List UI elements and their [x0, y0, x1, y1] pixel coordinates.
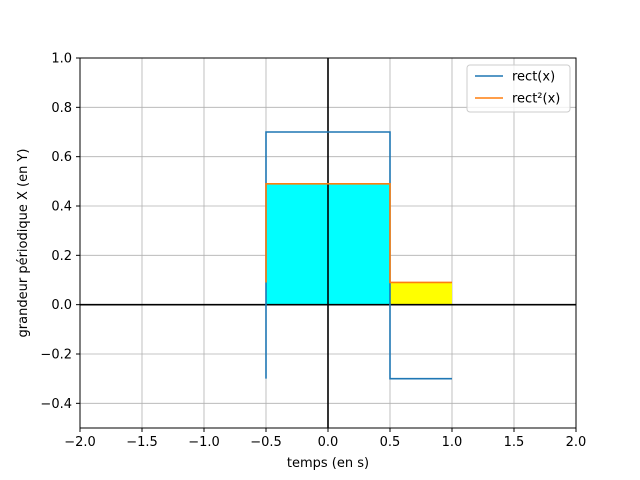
y-tick-label-4: 0.4 [51, 200, 72, 215]
y-tick-label-5: 0.6 [51, 150, 72, 165]
filled-regions [266, 183, 452, 305]
series-lines [265, 131, 452, 380]
legend-label-1: rect²(x) [512, 92, 560, 107]
legend-label-0: rect(x) [512, 70, 555, 85]
x-tick-label-5: 0.5 [380, 435, 401, 450]
y-tick-label-2: 0.0 [51, 298, 72, 313]
ticks: −2.0 −1.5 −1.0 −0.5 0.0 0.5 1.0 1.5 2.0 −0.4 −0.2 0… [40, 52, 586, 451]
x-axis-label: temps (en s) [287, 456, 369, 471]
series-line-1 [265, 183, 452, 284]
y-tick-label-1: −0.2 [40, 348, 72, 363]
x-tick-label-8: 2.0 [566, 435, 587, 450]
x-tick-label-0: −2.0 [64, 435, 96, 450]
x-tick-label-4: 0.0 [318, 435, 339, 450]
x-tick-label-6: 1.0 [442, 435, 463, 450]
y-tick-label-3: 0.2 [51, 249, 72, 264]
x-tick-label-7: 1.5 [504, 435, 525, 450]
y-tick-label-7: 1.0 [51, 52, 72, 67]
legend: rect(x) rect²(x) [466, 64, 571, 113]
x-tick-label-2: −1.0 [188, 435, 220, 450]
filled-region-1 [390, 282, 452, 305]
y-tick-label-0: −0.4 [40, 397, 72, 412]
x-tick-label-1: −1.5 [126, 435, 158, 450]
y-axis-label: grandeur périodique X (en Y) [16, 149, 31, 338]
y-tick-label-6: 0.8 [51, 101, 72, 116]
reference-lines [80, 58, 576, 428]
x-tick-label-3: −0.5 [250, 435, 282, 450]
